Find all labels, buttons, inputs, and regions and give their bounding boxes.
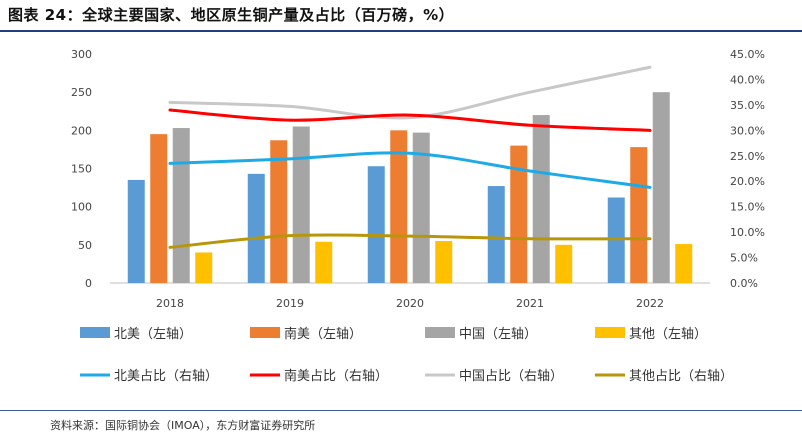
legend-swatch bbox=[250, 327, 280, 338]
legend-label: 其他占比（右轴） bbox=[629, 369, 733, 384]
legend-swatch bbox=[595, 327, 625, 338]
bar bbox=[195, 252, 213, 283]
y-left-tick-label: 200 bbox=[71, 124, 92, 137]
bar bbox=[532, 115, 550, 283]
legend-label: 南美（左轴） bbox=[284, 326, 362, 342]
y-left-tick-label: 250 bbox=[71, 86, 92, 99]
y-left-tick-label: 100 bbox=[71, 201, 92, 214]
legend-label: 北美（左轴） bbox=[114, 327, 192, 342]
y-right-tick-label: 0.0% bbox=[730, 277, 758, 290]
x-tick-label: 2021 bbox=[516, 297, 544, 310]
legend-label: 南美占比（右轴） bbox=[284, 368, 388, 384]
y-right-tick-label: 40.0% bbox=[730, 73, 765, 86]
legend-swatch bbox=[80, 327, 110, 338]
x-tick-label: 2019 bbox=[276, 297, 304, 310]
series-line bbox=[168, 65, 652, 120]
chart-area: 0 50 100 150 200 250 300 0.0% 5.0% 10.0% 15.0% 20.0… bbox=[0, 34, 802, 404]
y-right-tick-label: 10.0% bbox=[730, 226, 765, 239]
x-tick-label: 2022 bbox=[636, 297, 664, 310]
series-line bbox=[168, 151, 652, 189]
bar bbox=[127, 179, 145, 283]
source-note: 资料来源：国际铜协会（IMOA），东方财富证券研究所 bbox=[50, 419, 316, 432]
y-left-tick-label: 0 bbox=[85, 277, 92, 290]
bar bbox=[435, 241, 453, 283]
bar bbox=[630, 147, 648, 283]
footer-divider bbox=[0, 410, 802, 411]
y-left-tick-label: 50 bbox=[78, 239, 92, 252]
legend-label: 其他（左轴） bbox=[629, 327, 707, 342]
bar bbox=[292, 126, 310, 284]
legend-swatch bbox=[425, 327, 455, 338]
x-tick-label: 2020 bbox=[396, 297, 424, 310]
series-line bbox=[168, 108, 652, 132]
bar bbox=[652, 92, 670, 283]
y-right-tick-label: 5.0% bbox=[730, 252, 758, 265]
y-right-tick-label: 30.0% bbox=[730, 124, 765, 137]
legend-label: 中国（左轴） bbox=[459, 327, 537, 342]
bar bbox=[315, 241, 333, 283]
x-tick-label: 2018 bbox=[156, 297, 184, 310]
series-line bbox=[168, 233, 652, 249]
bar bbox=[412, 132, 430, 283]
y-right-tick-label: 35.0% bbox=[730, 99, 765, 112]
y-right-tick-label: 45.0% bbox=[730, 48, 765, 61]
bar bbox=[150, 134, 168, 283]
chart-svg: 0 50 100 150 200 250 300 0.0% 5.0% 10.0% 15.0% 20.0… bbox=[71, 48, 765, 384]
bar bbox=[555, 244, 573, 283]
y-left-tick-label: 150 bbox=[71, 163, 92, 176]
bar bbox=[172, 128, 190, 283]
bar bbox=[487, 186, 505, 283]
y-right-tick-label: 15.0% bbox=[730, 201, 765, 214]
bar bbox=[510, 145, 528, 283]
bar bbox=[247, 173, 265, 283]
legend-label: 中国占比（右轴） bbox=[459, 369, 563, 384]
bar bbox=[367, 166, 385, 283]
chart-title: 图表 24：全球主要国家、地区原生铜产量及占比（百万磅，%） bbox=[8, 6, 455, 24]
bar bbox=[390, 130, 408, 283]
y-left-tick-label: 300 bbox=[71, 48, 92, 61]
bar bbox=[270, 140, 288, 283]
y-right-tick-label: 25.0% bbox=[730, 150, 765, 163]
bar bbox=[675, 244, 693, 283]
title-divider bbox=[0, 30, 802, 32]
legend-label: 北美占比（右轴） bbox=[114, 369, 218, 384]
y-right-tick-label: 20.0% bbox=[730, 175, 765, 188]
